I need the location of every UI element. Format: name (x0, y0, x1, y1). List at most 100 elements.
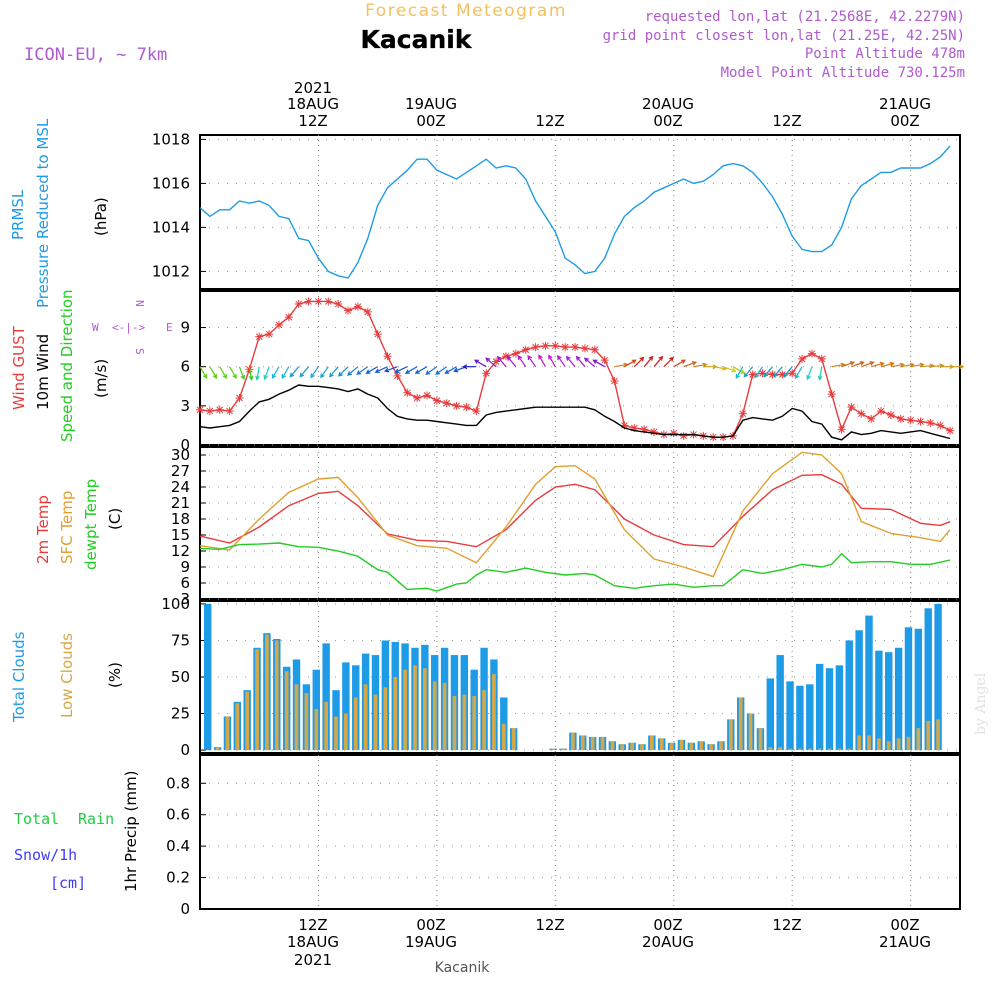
low-cloud-bar (768, 747, 773, 751)
wind-direction-arrow (289, 366, 300, 378)
panel-frame (199, 134, 961, 290)
gust-marker (877, 407, 886, 416)
gust-marker (827, 390, 836, 399)
point-altitude: Point Altitude 478m (805, 46, 965, 62)
low-cloud-bar (926, 720, 931, 751)
wind-direction-arrow (861, 361, 875, 368)
total-cloud-bar (776, 655, 784, 751)
low-cloud-bar (413, 665, 417, 751)
y-tick-label: 1016 (152, 174, 190, 192)
gust-marker (215, 405, 224, 414)
wind-direction-arrow (374, 366, 388, 374)
y-tick-label: 1018 (152, 130, 190, 148)
wind-direction-arrow (271, 366, 280, 380)
gust-marker (423, 391, 432, 400)
wind-direction-arrow (506, 355, 517, 368)
wind-direction-arrow (365, 366, 378, 374)
total-cloud-bar (865, 615, 873, 751)
footer-station: Kacanik (435, 960, 491, 976)
gust-marker (462, 403, 471, 412)
wind-direction-arrow (548, 354, 556, 367)
precip-labels: Total Rain Snow/1h [cm] 1hr Precip (mm) (14, 771, 140, 892)
y-tick-label: 50 (171, 668, 190, 686)
gust-marker (442, 399, 451, 408)
y-tick-label: 15 (171, 526, 190, 544)
wind-direction-arrow (263, 366, 270, 381)
total-clouds-label: Total Clouds (10, 631, 28, 723)
gust-marker (373, 330, 382, 339)
low-cloud-bar (571, 732, 575, 751)
low-cloud-bar (353, 697, 358, 751)
low-cloud-bar (501, 723, 506, 751)
wind-direction-arrow (281, 366, 290, 380)
rain-label: Rain (78, 810, 114, 828)
y-tick-label: 0.6 (166, 806, 190, 824)
low-cloud-bar (640, 744, 644, 751)
temp-2m-label: 2m Temp (34, 495, 52, 564)
total-cloud-bar (875, 650, 883, 751)
pressure-label-1: PRMSL (9, 189, 27, 240)
bottom-label-00z-20-hour: 00Z (653, 916, 682, 934)
wind-direction-arrow (880, 361, 895, 368)
series-prmsl (199, 145, 951, 279)
low-cloud-bar (896, 738, 901, 751)
wind-direction-arrow (950, 364, 965, 370)
low-cloud-bar (373, 694, 378, 751)
compass-e: E (166, 321, 173, 334)
gust-marker (561, 343, 570, 352)
top-label-12z-20aug-hour: 12Z (772, 112, 801, 130)
low-cloud-bar (600, 736, 605, 751)
top-year: 2021 (294, 79, 332, 97)
y-tick-label: 0.2 (166, 869, 190, 887)
low-cloud-bar (916, 728, 921, 751)
gust-marker (511, 349, 520, 358)
low-cloud-bar (245, 691, 250, 751)
y-tick-label: 3 (180, 397, 190, 415)
y-tick-label: 21 (171, 494, 190, 512)
panel-wind: 0 3 6 9 (180, 290, 965, 454)
gust-marker (580, 344, 589, 353)
wind-direction-arrow (624, 359, 637, 368)
bottom-label-19aug-date: 19AUG (405, 933, 457, 951)
low-cloud-bar (265, 634, 269, 751)
total-cloud-bar (766, 678, 774, 751)
wind-direction-arrow (255, 366, 260, 381)
wind-direction-arrow (565, 355, 576, 368)
panel-precipitation: 0 0.2 0.4 0.6 0.8 (166, 754, 961, 918)
gust-marker (413, 394, 422, 403)
y-tick-label: 6 (180, 574, 190, 592)
wind-direction-arrow (496, 355, 507, 368)
wind-direction-arrow (643, 355, 654, 368)
series-10m-wind (199, 384, 951, 441)
low-cloud-bar (719, 741, 723, 751)
total-cloud-bar (914, 628, 923, 751)
y-tick-label: 100 (161, 595, 190, 613)
total-cloud-bar (934, 603, 942, 751)
y-tick-label: 1012 (152, 262, 190, 280)
gust-marker (501, 352, 510, 361)
low-cloud-bar (314, 709, 319, 751)
gust-marker (235, 394, 244, 403)
wind-direction-arrow (592, 359, 605, 368)
low-cloud-bar (561, 748, 565, 751)
low-cloud-bar (422, 668, 427, 751)
low-cloud-bar (363, 684, 368, 751)
gust-marker (610, 377, 619, 386)
compass-s: S (133, 348, 146, 355)
snow-unit-label: [cm] (50, 874, 86, 892)
top-label-00z-19aug-date: 19AUG (405, 95, 457, 113)
compass-arrows: <-|-> (112, 321, 145, 334)
gust-marker (294, 300, 303, 309)
compass-w: W (92, 321, 99, 334)
wind-direction-arrow (538, 354, 546, 367)
low-cloud-bar (758, 728, 763, 751)
wind-direction-arrow (435, 366, 448, 375)
wind-direction-arrow (337, 366, 349, 377)
wind-direction-arrow (633, 356, 645, 368)
wind-direction-arrow (310, 366, 319, 379)
gust-marker (630, 424, 639, 433)
gust-marker (363, 307, 372, 316)
y-tick-label: 0 (180, 436, 190, 454)
wind-direction-arrow (663, 356, 674, 368)
low-cloud-bar (215, 747, 220, 751)
